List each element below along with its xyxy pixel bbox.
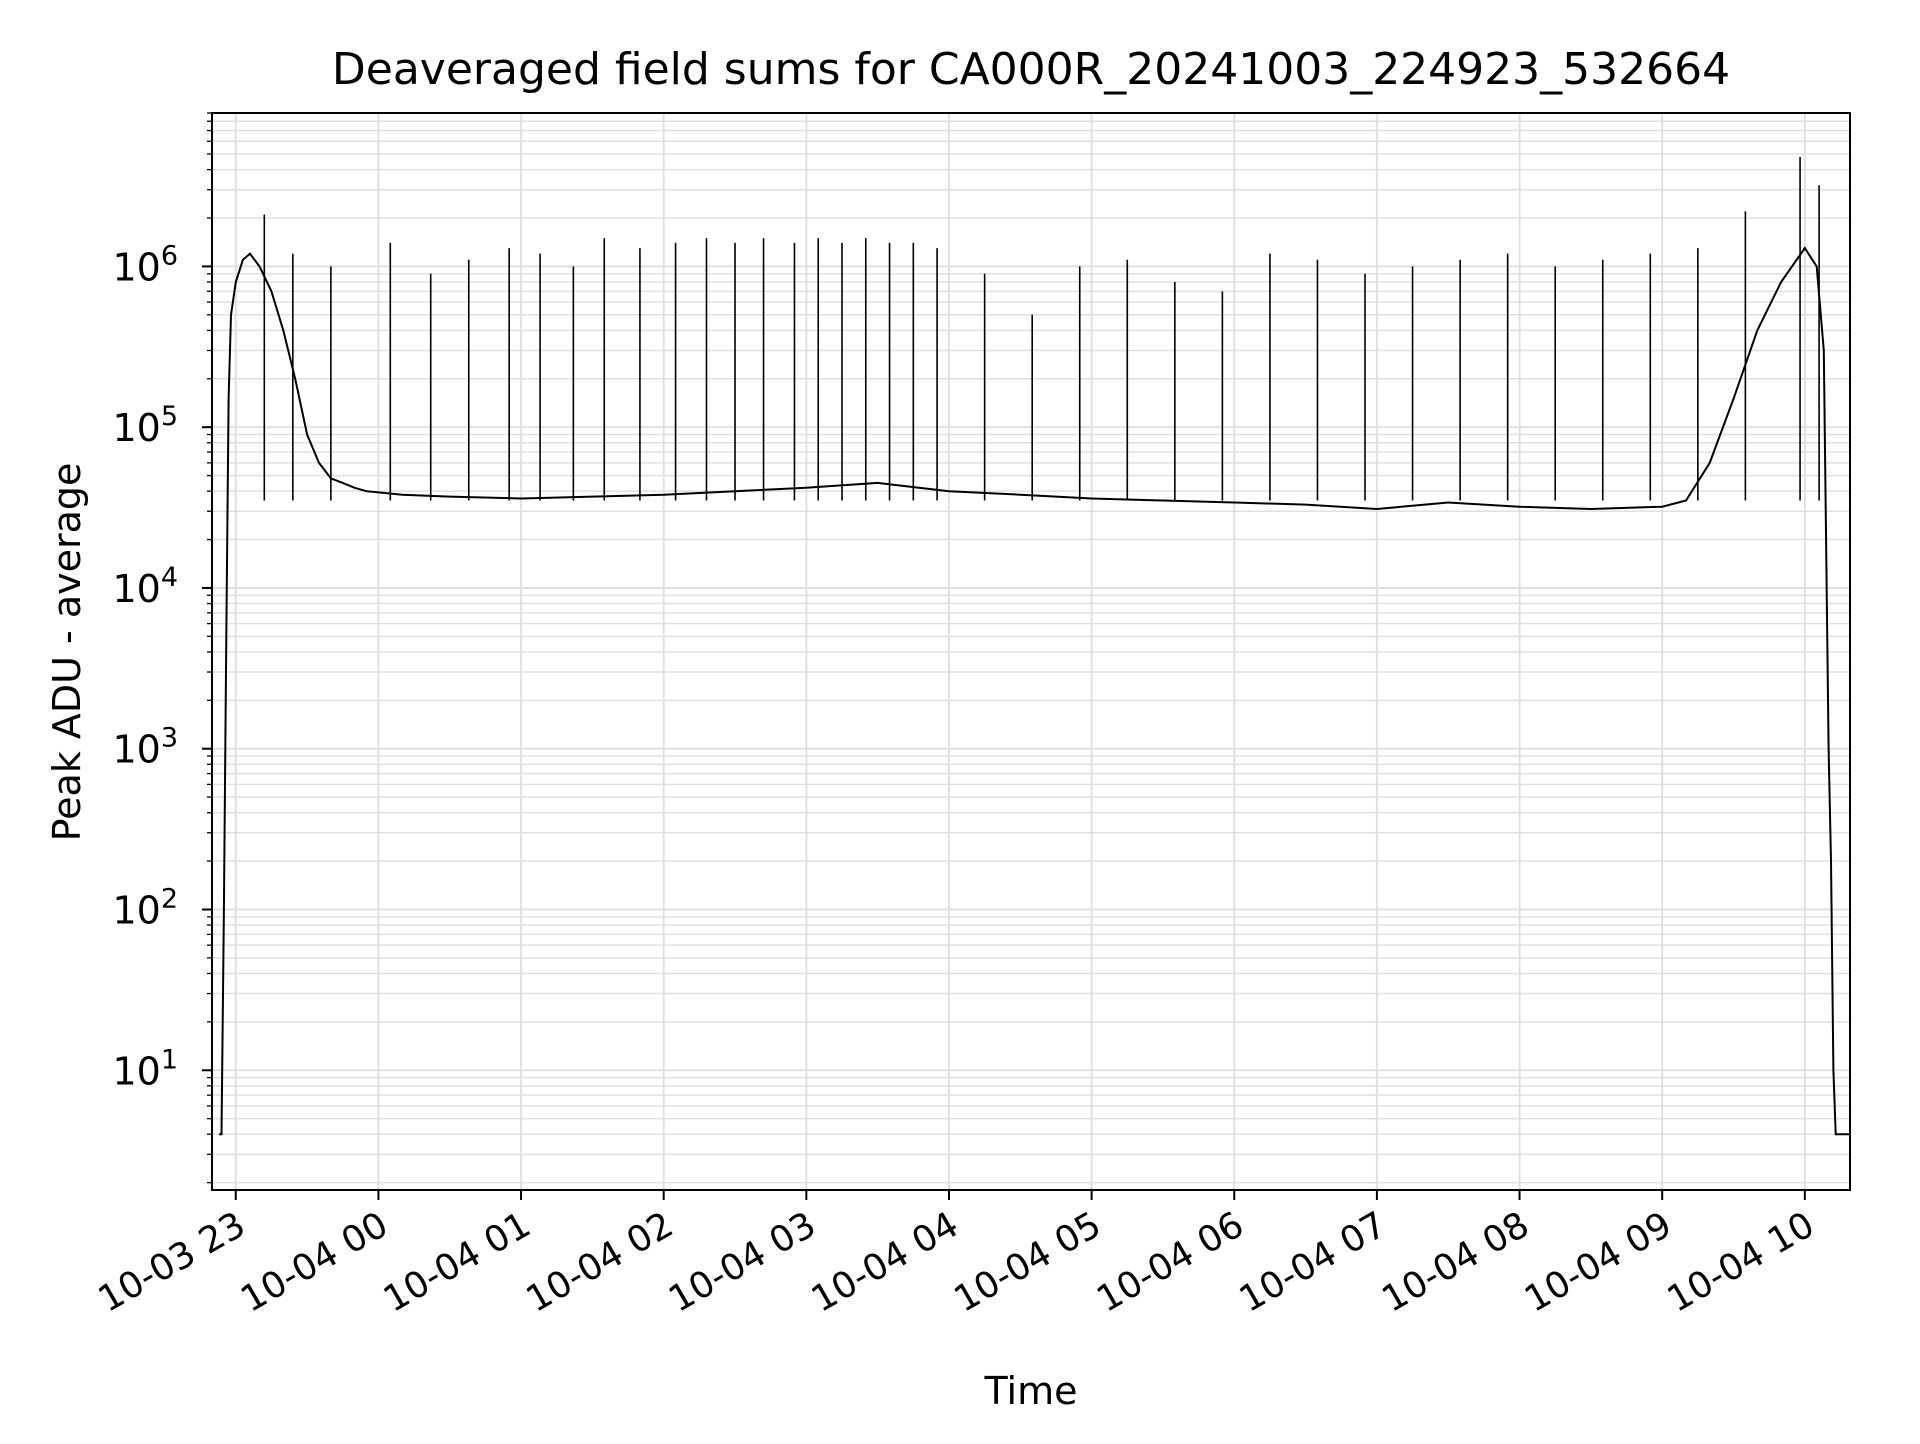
x-tick-label: 10-04 09	[1518, 1204, 1679, 1320]
x-tick-label: 10-04 05	[947, 1204, 1108, 1320]
series-line	[219, 246, 1850, 1136]
x-tick-label: 10-04 03	[662, 1204, 823, 1320]
y-tick-label: 104	[112, 562, 178, 611]
x-tick-label: 10-04 01	[377, 1204, 538, 1320]
y-tick-label: 105	[112, 401, 178, 450]
y-tick-label: 106	[112, 240, 178, 289]
series-layer	[219, 156, 1850, 1136]
x-tick-label: 10-04 08	[1375, 1204, 1536, 1320]
x-tick-label: 10-04 06	[1090, 1204, 1251, 1320]
y-tick-label: 102	[112, 883, 178, 932]
chart-title: Deaveraged field sums for CA000R_2024100…	[332, 44, 1730, 95]
y-tick-label: 101	[112, 1044, 178, 1093]
x-tick-label: 10-04 07	[1233, 1204, 1394, 1320]
y-axis-label: Peak ADU - average	[45, 463, 89, 842]
x-tick-label: 10-04 02	[520, 1204, 681, 1320]
x-tick-label: 10-03 23	[92, 1204, 253, 1320]
grid	[212, 112, 1850, 1190]
x-tick-label: 10-04 04	[805, 1204, 966, 1320]
x-tick-label: 10-04 00	[234, 1204, 395, 1320]
y-tick-label: 103	[112, 723, 178, 772]
x-tick-label: 10-04 10	[1661, 1204, 1822, 1320]
x-axis-label: Time	[984, 1369, 1078, 1413]
